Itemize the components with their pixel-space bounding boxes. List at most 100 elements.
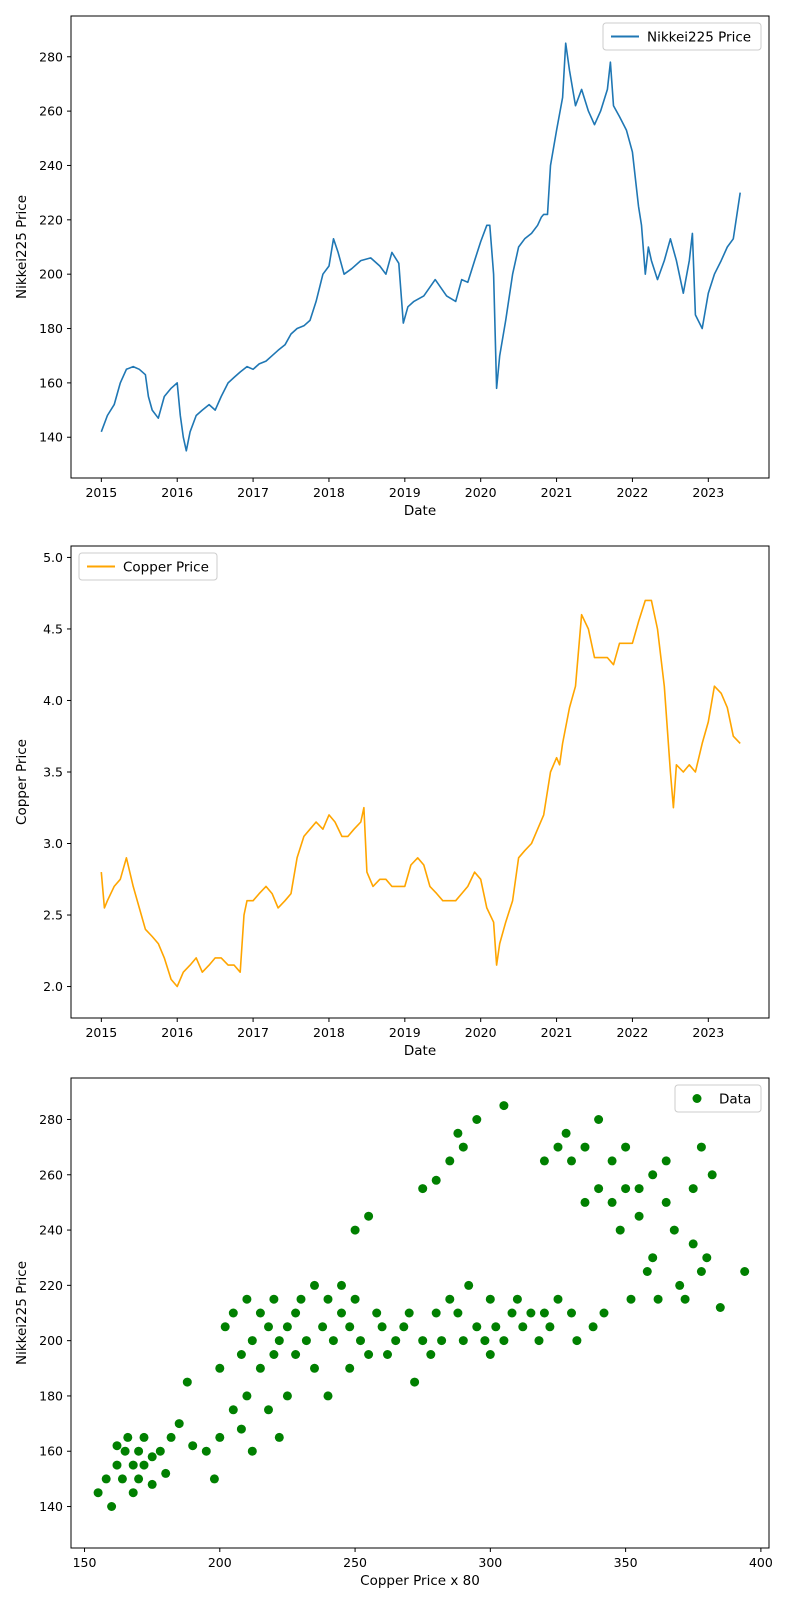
- legend-box: [674, 1084, 762, 1113]
- x-tick-label: 2017: [237, 485, 269, 500]
- scatter-point: [134, 1474, 144, 1484]
- scatter-point: [499, 1101, 509, 1111]
- scatter-point: [350, 1294, 360, 1304]
- scatter-point: [507, 1308, 517, 1318]
- scatter-point: [337, 1280, 346, 1290]
- x-tick-label: 350: [614, 1555, 638, 1570]
- y-tick-label: 160: [39, 1444, 63, 1459]
- scatter-point: [534, 1336, 544, 1346]
- scatter-point: [453, 1128, 463, 1138]
- x-tick-label: 2016: [161, 485, 193, 500]
- scatter-point: [715, 1303, 725, 1312]
- scatter-point: [101, 1474, 111, 1484]
- scatter-point: [588, 1322, 598, 1332]
- scatter-point: [345, 1363, 355, 1373]
- chart-panel-2: 2015 2016 2017 2018 2019 2020 2021 2022 2023 2.0 2…: [14, 545, 770, 1059]
- scatter-point: [328, 1336, 338, 1346]
- scatter-point: [418, 1336, 428, 1346]
- scatter-point: [572, 1336, 582, 1346]
- scatter-point: [567, 1308, 576, 1318]
- x-tick-label: 2015: [85, 1025, 117, 1040]
- scatter-point: [512, 1294, 522, 1304]
- scatter-point: [236, 1424, 246, 1434]
- scatter-point: [242, 1391, 252, 1401]
- scatter-point: [255, 1308, 265, 1318]
- y-tick-label: 280: [39, 49, 63, 64]
- x-tick-label: 2019: [389, 485, 421, 500]
- scatter-point: [310, 1363, 319, 1373]
- scatter-point: [120, 1446, 130, 1456]
- scatter-point: [112, 1441, 122, 1451]
- scatter-point: [182, 1377, 192, 1387]
- scatter-point: [553, 1294, 563, 1304]
- scatter-point: [688, 1239, 698, 1249]
- scatter-point: [580, 1142, 590, 1152]
- scatter-point: [410, 1377, 420, 1387]
- x-tick-label: 250: [343, 1555, 367, 1570]
- scatter-point: [247, 1446, 257, 1456]
- scatter-point: [607, 1156, 617, 1166]
- scatter-point: [669, 1225, 679, 1235]
- y-tick-label: 180: [39, 321, 63, 336]
- scatter-point: [594, 1184, 604, 1194]
- scatter-point: [107, 1502, 117, 1511]
- axes-frame: [70, 545, 770, 1019]
- x-tick-label: 2016: [161, 1025, 193, 1040]
- y-tick-label: 4.5: [43, 621, 63, 636]
- y-tick-label: 4.0: [43, 693, 63, 708]
- scatter-point: [661, 1156, 671, 1166]
- scatter-point: [458, 1336, 468, 1346]
- scatter-point: [147, 1452, 157, 1462]
- x-axis-label: Date: [404, 503, 436, 519]
- x-tick-label: 2023: [692, 1025, 724, 1040]
- y-tick-label: 2.0: [43, 979, 63, 994]
- scatter-point: [310, 1280, 319, 1290]
- scatter-point: [201, 1446, 211, 1456]
- legend-label-data: Data: [719, 1092, 751, 1108]
- scatter-point: [139, 1460, 149, 1470]
- scatter-point: [134, 1446, 144, 1456]
- scatter-point: [123, 1432, 133, 1442]
- x-tick-label: 2019: [389, 1025, 421, 1040]
- scatter-point: [553, 1142, 563, 1152]
- scatter-point: [255, 1363, 265, 1373]
- scatter-point: [431, 1308, 441, 1318]
- y-tick-label: 200: [39, 267, 63, 282]
- x-tick-label: 2018: [313, 485, 345, 500]
- scatter-point: [112, 1460, 122, 1470]
- scatter-point: [491, 1322, 501, 1332]
- x-tick-label: 2015: [85, 485, 117, 500]
- y-tick-label: 3.5: [43, 764, 63, 779]
- scatter-point: [445, 1156, 455, 1166]
- scatter-point: [453, 1308, 463, 1318]
- scatter-point: [345, 1322, 355, 1332]
- scatter-point: [594, 1115, 604, 1124]
- x-axis-label: Date: [404, 1043, 436, 1059]
- scatter-point: [653, 1294, 663, 1304]
- scatter-point: [188, 1441, 198, 1451]
- y-tick-label: 240: [39, 1223, 63, 1238]
- legend-label-copper: Copper Price: [123, 560, 209, 576]
- scatter-point: [621, 1184, 631, 1194]
- scatter-point: [291, 1350, 301, 1359]
- y-tick-label: 160: [39, 375, 63, 390]
- y-tick-label: 5.0: [43, 550, 63, 565]
- scatter-point: [155, 1446, 165, 1456]
- scatter-point: [282, 1391, 292, 1401]
- scatter-point: [518, 1322, 528, 1332]
- scatter-point: [688, 1184, 698, 1194]
- scatter-point: [740, 1267, 750, 1276]
- scatter-point: [372, 1308, 382, 1318]
- series-line: [100, 42, 741, 452]
- x-tick-label: 300: [478, 1555, 502, 1570]
- scatter-point: [607, 1197, 617, 1207]
- scatter-point: [391, 1336, 401, 1346]
- y-tick-label: 3.0: [43, 836, 63, 851]
- scatter-point: [282, 1322, 292, 1332]
- scatter-point: [93, 1488, 103, 1498]
- scatter-point: [426, 1350, 436, 1359]
- scatter-point: [269, 1350, 279, 1359]
- scatter-point: [264, 1322, 273, 1332]
- scatter-point: [702, 1253, 712, 1263]
